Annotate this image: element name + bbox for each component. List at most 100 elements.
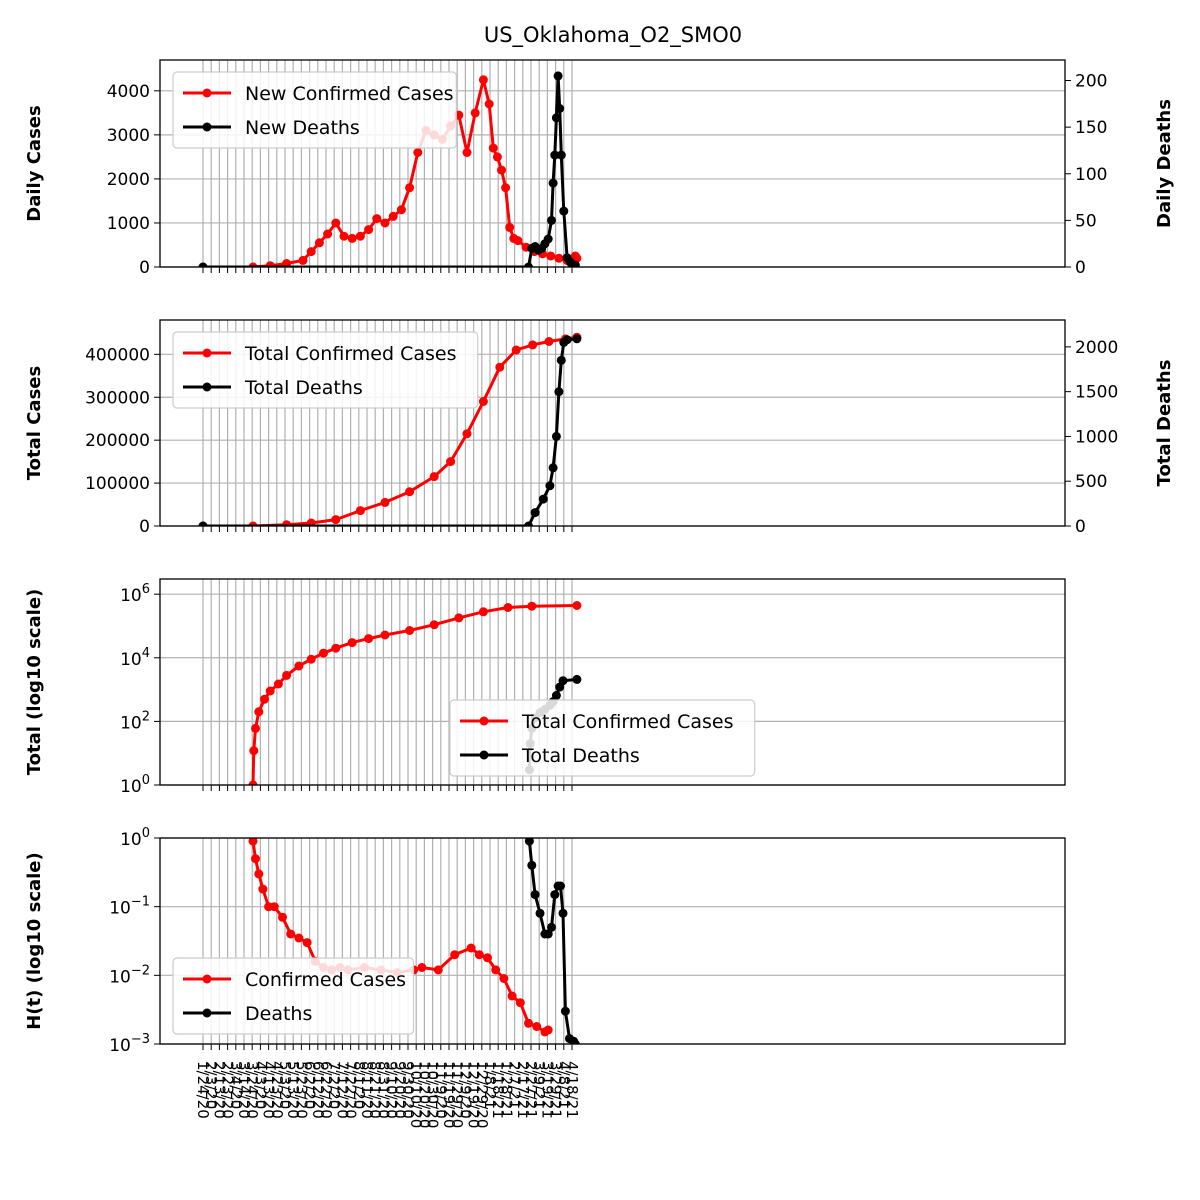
legend-swatch-marker: [202, 88, 212, 98]
x-tick-label: 2/3/20: [202, 1061, 220, 1109]
series-total-confirmed-cases-point: [306, 654, 316, 664]
x-tick-label: 3/14/20: [235, 1061, 253, 1119]
series-confirmed-cases-point: [474, 950, 484, 960]
series-total-deaths-point: [545, 481, 555, 491]
y-tick-label-right: 500: [1075, 472, 1107, 492]
series-new-confirmed-cases-point: [314, 238, 324, 248]
series-deaths-point: [556, 881, 565, 891]
series-confirmed-cases-point: [286, 929, 296, 939]
x-tick-label: 1/28/21: [497, 1061, 515, 1119]
series-new-confirmed-cases-point: [380, 218, 390, 228]
panel-total-log: 100 102 104 106 Total (log10 scale) Total Con…: [24, 578, 1066, 797]
series-new-deaths-point: [543, 234, 553, 244]
legend-label: Total Confirmed Cases: [244, 343, 457, 365]
x-tick-label: 2/13/20: [210, 1061, 228, 1119]
series-confirmed-cases-point: [491, 965, 501, 975]
series-total-deaths-point: [556, 355, 566, 365]
series-deaths-point: [527, 860, 537, 870]
series-total-confirmed-cases-point: [306, 518, 316, 526]
x-tick-label: 5/3/20: [276, 1061, 294, 1109]
series-total-confirmed-cases-point: [429, 620, 439, 630]
series-confirmed-cases-point: [483, 953, 492, 963]
series-new-confirmed-cases-point: [478, 75, 488, 85]
series-new-confirmed-cases-point: [513, 236, 523, 246]
x-tick-label: 5/13/20: [284, 1061, 302, 1119]
x-tick-label: 3/29/21: [547, 1061, 565, 1119]
series-new-confirmed-cases-point: [372, 214, 382, 224]
y-tick-label: 100: [120, 773, 150, 797]
y-tick-label: 4000: [107, 82, 150, 102]
series-deaths-point: [570, 1039, 580, 1044]
x-tick-label: 11/29/20: [448, 1061, 466, 1128]
y-axis-title: H(t) (log10 scale): [24, 852, 45, 1030]
y-tick-label-right: 1000: [1075, 427, 1118, 447]
legend-swatch-marker: [202, 122, 212, 132]
series-total-deaths-point: [548, 463, 558, 473]
y-tick-label: 0: [139, 517, 150, 537]
series-total-confirmed-cases-point: [544, 337, 554, 346]
y-tick-label-right: 100: [1075, 165, 1107, 185]
x-tick-label: 3/24/20: [243, 1061, 261, 1119]
series-new-confirmed-cases-point: [462, 148, 472, 157]
x-tick-label: 9/20/20: [391, 1061, 409, 1119]
y-tick-label-right: 200: [1075, 72, 1107, 92]
series-total-confirmed-cases-line: [251, 604, 577, 785]
legend-label: Confirmed Cases: [245, 969, 406, 991]
y-axis-title: Total Cases: [24, 366, 45, 480]
y-axis-title: Total (log10 scale): [24, 589, 45, 776]
series-confirmed-cases-point: [524, 1018, 533, 1028]
series-confirmed-cases-point: [302, 938, 312, 948]
legend-box: [449, 699, 756, 777]
x-tick-label: 8/1/20: [350, 1061, 368, 1109]
y-tick-label: 0: [139, 258, 150, 278]
plot-frame: [159, 59, 1066, 268]
y-tick-label-right: 0: [1075, 517, 1086, 537]
series-total-confirmed-cases-point: [380, 630, 390, 640]
x-tick-label: 4/3/20: [251, 1061, 269, 1109]
x-tick-label: 9/10/20: [383, 1061, 401, 1119]
series-total-deaths-point: [554, 387, 564, 397]
series-total-confirmed-cases-point: [478, 397, 488, 406]
series-total-confirmed-cases-point: [462, 429, 472, 439]
series-total-confirmed-cases-point: [265, 686, 275, 696]
legend-swatch-marker: [202, 382, 212, 392]
series-deaths-point: [543, 929, 553, 939]
series-total-confirmed-cases-point: [282, 670, 292, 680]
series-total-confirmed-cases-point: [364, 634, 374, 644]
legend-swatch-marker: [202, 1008, 212, 1018]
series-confirmed-cases-point: [251, 854, 260, 864]
x-tick-label: 4/23/20: [268, 1061, 286, 1119]
x-tick-label: 2/17/21: [514, 1061, 532, 1119]
series-total-confirmed-cases-point: [528, 340, 538, 350]
x-tick-label: 1/24/20: [194, 1061, 212, 1119]
x-tick-label: 1/18/21: [489, 1061, 507, 1119]
series-deaths-point: [530, 890, 540, 900]
series-new-deaths-point: [524, 262, 533, 267]
legend-swatch-marker: [202, 974, 212, 984]
series-new-deaths-point: [553, 71, 563, 81]
x-tick-label: 6/2/20: [301, 1061, 319, 1109]
series-new-deaths-point: [570, 260, 580, 267]
y-tick-label: 200000: [85, 431, 150, 451]
legend-label: Total Confirmed Cases: [521, 711, 734, 733]
legend-box: [172, 957, 415, 1035]
y-tick-label: 102: [120, 709, 150, 733]
y-tick-label-right: 1500: [1075, 383, 1118, 403]
series-total-confirmed-cases-point: [249, 746, 259, 756]
series-new-confirmed-cases-point: [355, 231, 365, 241]
legend-box: [172, 71, 457, 149]
series-total-confirmed-cases-point: [319, 648, 328, 658]
series-total-confirmed-cases-point: [405, 626, 415, 635]
plot-frame: [159, 578, 1066, 786]
series-new-confirmed-cases-point: [306, 247, 316, 257]
x-tick-label: 7/22/20: [342, 1061, 360, 1119]
series-total-confirmed-cases-point: [260, 694, 269, 704]
series-total-deaths-point: [538, 494, 548, 504]
series-total-confirmed-cases-point: [355, 506, 365, 516]
legend-swatch-marker: [479, 716, 489, 726]
series-total-deaths-point: [524, 521, 533, 526]
x-tick-label: 1/8/21: [481, 1061, 499, 1109]
x-tick-label: 6/12/20: [309, 1061, 327, 1119]
series-total-deaths-point: [558, 676, 568, 686]
series-deaths-point: [560, 1006, 570, 1016]
